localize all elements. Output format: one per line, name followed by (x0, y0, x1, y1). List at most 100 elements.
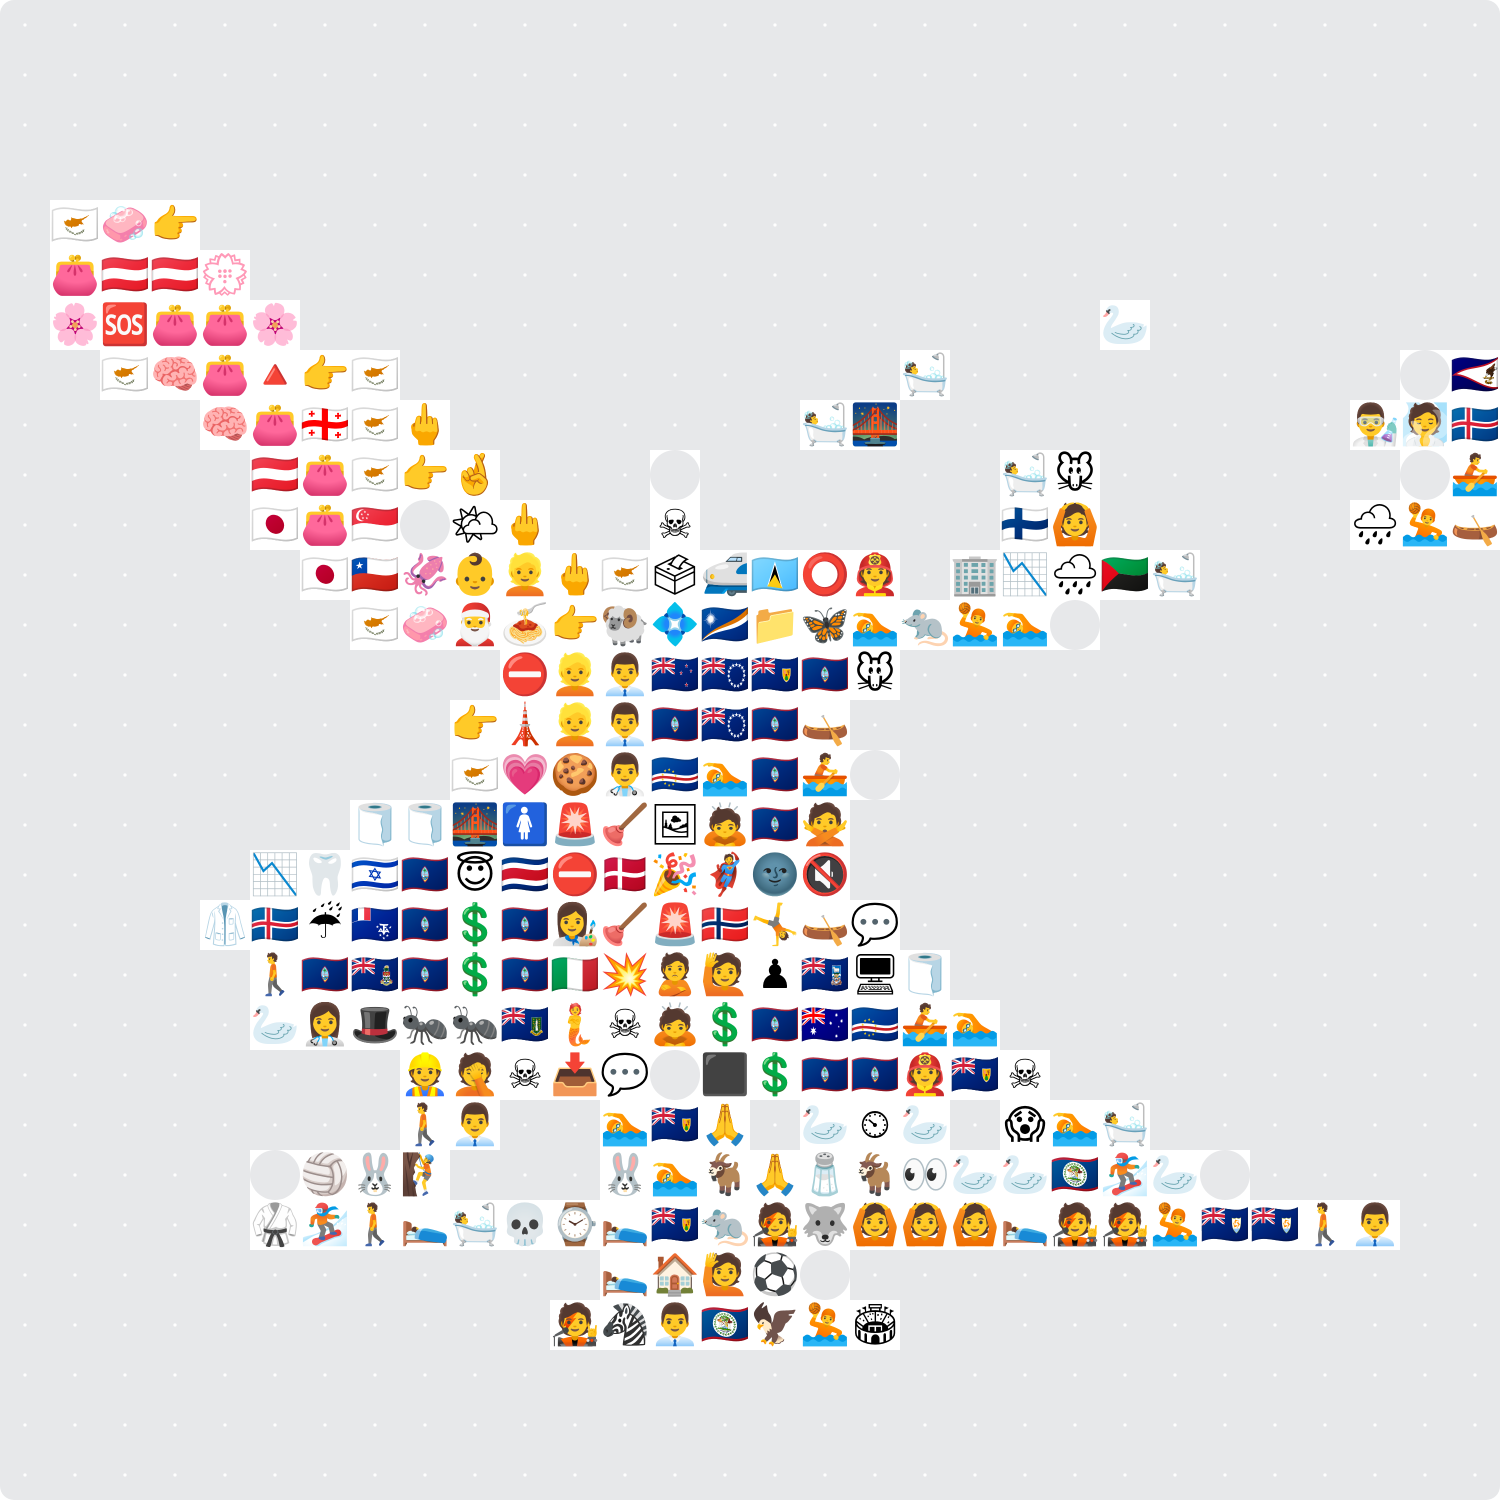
emoji-glyph: 🐰 (350, 1152, 400, 1198)
grid-dot (1273, 573, 1277, 577)
grid-dot (73, 523, 77, 527)
emoji-glyph: 👷 (400, 1052, 450, 1098)
grid-dot (1273, 773, 1277, 777)
emoji-tile: 🧻 (900, 950, 950, 1000)
emoji-glyph: 🖕 (400, 402, 450, 448)
emoji-glyph: 🧗 (400, 1152, 450, 1198)
grid-dot (23, 223, 27, 227)
grid-dot (1123, 423, 1127, 427)
grid-dot (1223, 673, 1227, 677)
grid-dot (1023, 273, 1027, 277)
emoji-tile: 🇬🇺 (500, 900, 550, 950)
grid-dot (173, 673, 177, 677)
grid-dot (573, 473, 577, 477)
grid-dot (123, 1173, 127, 1177)
grid-dot (873, 1473, 877, 1477)
emoji-glyph: 🇬🇪 (300, 402, 350, 448)
emoji-glyph: 🗼 (500, 702, 550, 748)
grid-dot (1223, 73, 1227, 77)
emoji-glyph: 🦢 (800, 1102, 850, 1148)
emoji-tile: 🦢 (1100, 300, 1150, 350)
emoji-tile: 🚨 (550, 800, 600, 850)
emoji-glyph: 💀 (500, 1202, 550, 1248)
grid-dot (1223, 173, 1227, 177)
emoji-glyph: 👉 (550, 602, 600, 648)
emoji-tile: 🐐 (700, 1150, 750, 1200)
emoji-glyph: 🇨🇾 (450, 752, 500, 798)
grid-dot (973, 923, 977, 927)
grid-dot (1273, 1123, 1277, 1127)
emoji-tile: 🏂 (1100, 1150, 1150, 1200)
grid-dot (123, 1123, 127, 1127)
grid-dot (423, 123, 427, 127)
emoji-glyph: 📉 (1000, 552, 1050, 598)
grid-dot (1423, 723, 1427, 727)
emoji-glyph: 🧖 (1400, 402, 1450, 448)
grid-dot (1123, 1473, 1127, 1477)
grid-dot (23, 573, 27, 577)
emoji-tile: 🇹🇨 (750, 650, 800, 700)
emoji-glyph: 🇬🇺 (750, 1002, 800, 1048)
emoji-tile: 🇬🇺 (750, 700, 800, 750)
grid-dot (173, 73, 177, 77)
emoji-tile: 🇦🇸 (1450, 350, 1500, 400)
grid-dot (73, 623, 77, 627)
emoji-glyph: 🦷 (300, 852, 350, 898)
grid-dot (1023, 373, 1027, 377)
grid-dot (223, 1073, 227, 1077)
grid-dot (223, 773, 227, 777)
emoji-glyph: 🪠 (600, 802, 650, 848)
empty-tile-placeholder (400, 500, 450, 550)
grid-dot (223, 173, 227, 177)
grid-dot (823, 323, 827, 327)
grid-dot (623, 473, 627, 477)
emoji-glyph: 🇹🇨 (950, 1052, 1000, 1098)
grid-dot (1173, 323, 1177, 327)
emoji-tile: 🪠 (600, 900, 650, 950)
emoji-tile: 🖕 (550, 550, 600, 600)
grid-dot (323, 1273, 327, 1277)
grid-dot (1373, 723, 1377, 727)
grid-dot (923, 673, 927, 677)
emoji-tile: 👛 (50, 250, 100, 300)
emoji-tile: 👉 (450, 700, 500, 750)
grid-dot (573, 1473, 577, 1477)
grid-dot (1073, 1473, 1077, 1477)
emoji-glyph: 🧠 (150, 352, 200, 398)
emoji-glyph: 🐭 (854, 652, 896, 698)
emoji-tile: 🇨🇰 (700, 650, 750, 700)
emoji-glyph: 👛 (250, 402, 300, 448)
grid-dot (1473, 273, 1477, 277)
grid-dot (73, 923, 77, 927)
emoji-tile: 🧂 (800, 1150, 850, 1200)
grid-dot (1473, 173, 1477, 177)
grid-dot (1423, 1323, 1427, 1327)
grid-dot (1173, 73, 1177, 77)
emoji-glyph: 🇬🇺 (500, 902, 550, 948)
grid-dot (1473, 1123, 1477, 1127)
emoji-tile: 🧑‍🚒 (900, 1050, 950, 1100)
emoji-glyph: 🚨 (650, 902, 700, 948)
grid-dot (1173, 1273, 1177, 1277)
grid-dot (323, 1373, 327, 1377)
grid-dot (1273, 1073, 1277, 1077)
grid-dot (523, 423, 527, 427)
grid-dot (923, 823, 927, 827)
grid-dot (973, 423, 977, 427)
grid-dot (923, 473, 927, 477)
emoji-glyph: 🙎 (650, 952, 700, 998)
grid-dot (1373, 923, 1377, 927)
grid-dot (673, 323, 677, 327)
emoji-glyph: 🇬🇺 (850, 1052, 900, 1098)
emoji-glyph: 🇱🇨 (750, 552, 800, 598)
emoji-tile: 🏊 (650, 1150, 700, 1200)
grid-dot (123, 773, 127, 777)
emoji-glyph: 🖕 (550, 552, 600, 598)
grid-dot (923, 323, 927, 327)
emoji-tile: 🧑‍🎤 (1050, 1200, 1100, 1250)
grid-dot (23, 273, 27, 277)
emoji-glyph: 🥼 (200, 902, 250, 948)
grid-dot (173, 473, 177, 477)
grid-dot (223, 1223, 227, 1227)
grid-dot (1173, 1423, 1177, 1427)
